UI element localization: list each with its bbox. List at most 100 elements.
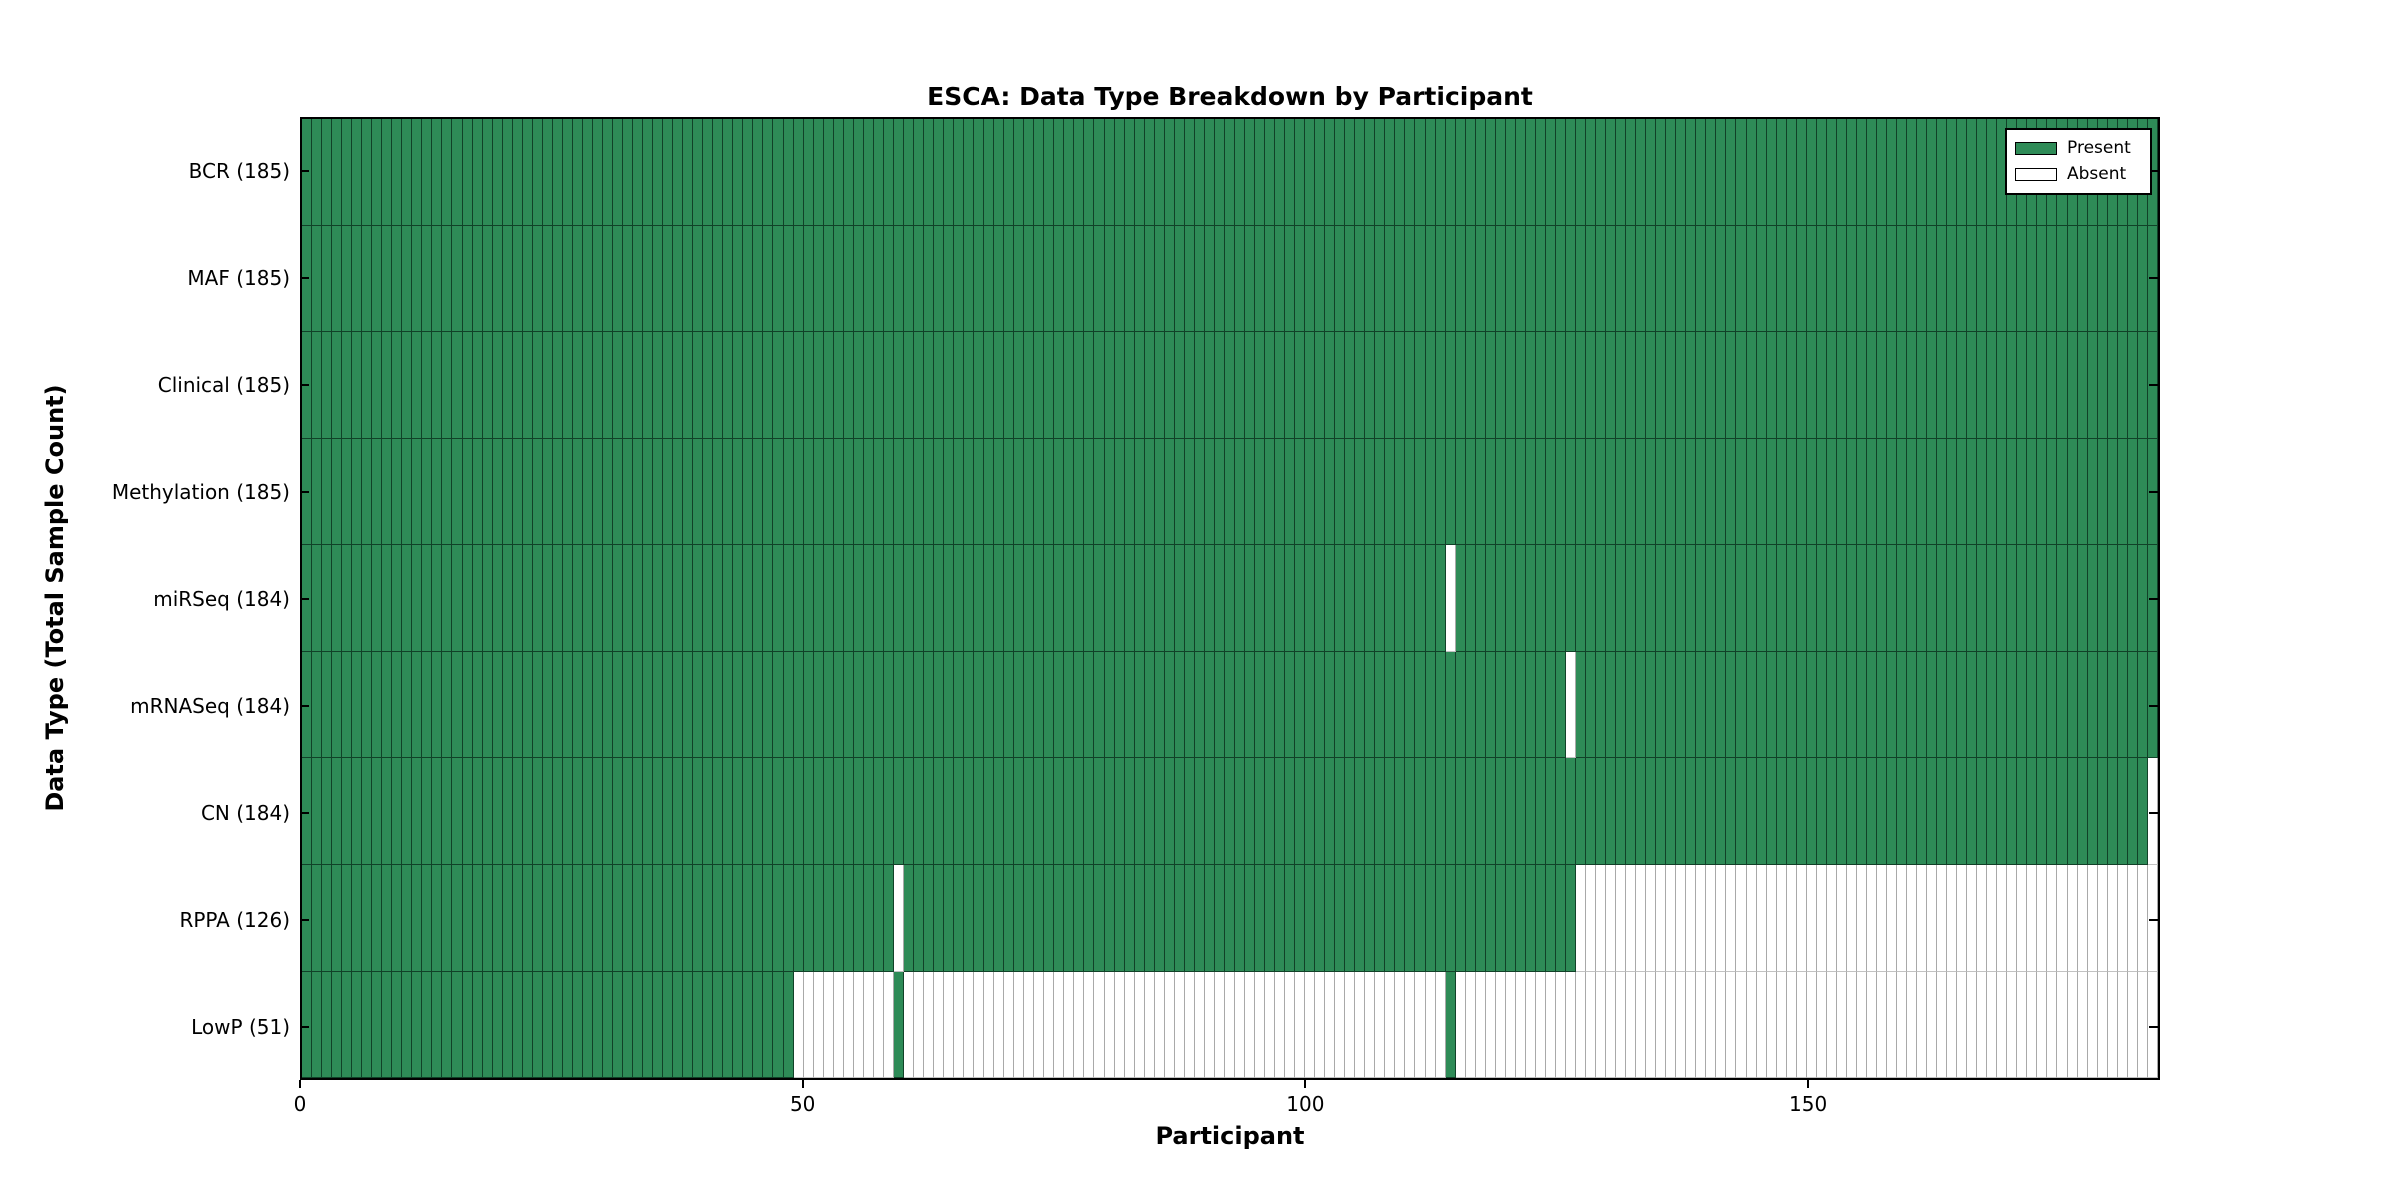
- y-tick-label-mirseq: miRSeq (184): [153, 586, 290, 611]
- cell-bcr-153: [1836, 119, 1847, 226]
- cell-cn-95: [1254, 758, 1265, 865]
- cell-lowp-5: [352, 971, 363, 1079]
- cell-mrnaseq-82: [1124, 651, 1135, 759]
- cell-cn-54: [843, 758, 854, 865]
- cell-lowp-53: [833, 971, 844, 1079]
- cell-clinical-172: [2027, 332, 2038, 439]
- cell-bcr-41: [713, 119, 724, 226]
- cell-mrnaseq-107: [1375, 651, 1386, 759]
- cell-lowp-45: [753, 971, 764, 1079]
- cell-methylation-145: [1756, 438, 1767, 546]
- cell-clinical-159: [1896, 332, 1907, 439]
- cell-lowp-22: [522, 971, 533, 1079]
- cell-methylation-166: [1967, 438, 1978, 546]
- cell-maf-16: [462, 225, 473, 333]
- cell-mirseq-104: [1345, 545, 1356, 652]
- cell-maf-26: [562, 225, 573, 333]
- cell-clinical-133: [1636, 332, 1647, 439]
- cell-rppa-128: [1586, 864, 1597, 972]
- cell-mirseq-1: [312, 545, 323, 652]
- cell-mirseq-59: [893, 545, 904, 652]
- cell-mrnaseq-91: [1214, 651, 1225, 759]
- cell-maf-70: [1004, 225, 1015, 333]
- cell-maf-89: [1194, 225, 1205, 333]
- cell-bcr-98: [1285, 119, 1296, 226]
- cell-cn-177: [2077, 758, 2088, 865]
- cell-methylation-161: [1917, 438, 1928, 546]
- cell-maf-9: [392, 225, 403, 333]
- cell-lowp-73: [1034, 971, 1045, 1079]
- cell-clinical-100: [1305, 332, 1316, 439]
- cell-mrnaseq-167: [1977, 651, 1988, 759]
- cell-rppa-101: [1315, 864, 1326, 972]
- cell-lowp-146: [1766, 971, 1777, 1079]
- cell-methylation-33: [633, 438, 644, 546]
- cell-mrnaseq-19: [492, 651, 503, 759]
- cell-cn-140: [1706, 758, 1717, 865]
- cell-cn-33: [633, 758, 644, 865]
- cell-maf-2: [322, 225, 333, 333]
- cell-bcr-63: [933, 119, 944, 226]
- cell-rppa-10: [402, 864, 413, 972]
- cell-maf-59: [893, 225, 904, 333]
- cell-bcr-29: [592, 119, 603, 226]
- cell-cn-59: [893, 758, 904, 865]
- cell-cn-158: [1886, 758, 1897, 865]
- cell-methylation-39: [693, 438, 704, 546]
- cell-lowp-31: [612, 971, 623, 1079]
- cell-maf-108: [1385, 225, 1396, 333]
- cell-bcr-129: [1596, 119, 1607, 226]
- cell-maf-50: [803, 225, 814, 333]
- cell-methylation-68: [984, 438, 995, 546]
- cell-maf-139: [1696, 225, 1707, 333]
- cell-mrnaseq-71: [1014, 651, 1025, 759]
- cell-mrnaseq-113: [1435, 651, 1446, 759]
- cell-clinical-68: [984, 332, 995, 439]
- cell-clinical-24: [542, 332, 553, 439]
- cell-clinical-50: [803, 332, 814, 439]
- cell-mrnaseq-20: [502, 651, 513, 759]
- cell-mirseq-157: [1876, 545, 1887, 652]
- cell-cn-43: [733, 758, 744, 865]
- cell-cn-103: [1335, 758, 1346, 865]
- cell-maf-127: [1575, 225, 1586, 333]
- cell-rppa-131: [1616, 864, 1627, 972]
- cell-mrnaseq-9: [392, 651, 403, 759]
- cell-mirseq-106: [1365, 545, 1376, 652]
- cell-mrnaseq-132: [1626, 651, 1637, 759]
- cell-rppa-14: [442, 864, 453, 972]
- cell-clinical-28: [582, 332, 593, 439]
- cell-rppa-99: [1295, 864, 1306, 972]
- cell-cn-106: [1365, 758, 1376, 865]
- cell-cn-72: [1024, 758, 1035, 865]
- cell-rppa-154: [1846, 864, 1857, 972]
- cell-lowp-166: [1967, 971, 1978, 1079]
- cell-bcr-79: [1094, 119, 1105, 226]
- x-tick-mark-100: [1304, 1080, 1307, 1088]
- cell-clinical-85: [1154, 332, 1165, 439]
- cell-methylation-14: [442, 438, 453, 546]
- cell-rppa-169: [1997, 864, 2008, 972]
- y-tick-mark-left-bcr: [300, 169, 309, 172]
- cell-maf-20: [502, 225, 513, 333]
- cell-mrnaseq-144: [1746, 651, 1757, 759]
- cell-mrnaseq-29: [592, 651, 603, 759]
- cell-rppa-54: [843, 864, 854, 972]
- cell-methylation-27: [572, 438, 583, 546]
- cell-mrnaseq-48: [783, 651, 794, 759]
- cell-mirseq-133: [1636, 545, 1647, 652]
- cell-methylation-29: [592, 438, 603, 546]
- cell-clinical-160: [1907, 332, 1918, 439]
- cell-lowp-10: [402, 971, 413, 1079]
- cell-maf-125: [1555, 225, 1566, 333]
- cell-maf-67: [974, 225, 985, 333]
- cell-rppa-96: [1265, 864, 1276, 972]
- cell-lowp-51: [813, 971, 824, 1079]
- cell-rppa-163: [1937, 864, 1948, 972]
- cell-maf-36: [663, 225, 674, 333]
- cell-mrnaseq-171: [2017, 651, 2028, 759]
- cell-rppa-30: [602, 864, 613, 972]
- cell-bcr-85: [1154, 119, 1165, 226]
- cell-lowp-132: [1626, 971, 1637, 1079]
- cell-lowp-33: [633, 971, 644, 1079]
